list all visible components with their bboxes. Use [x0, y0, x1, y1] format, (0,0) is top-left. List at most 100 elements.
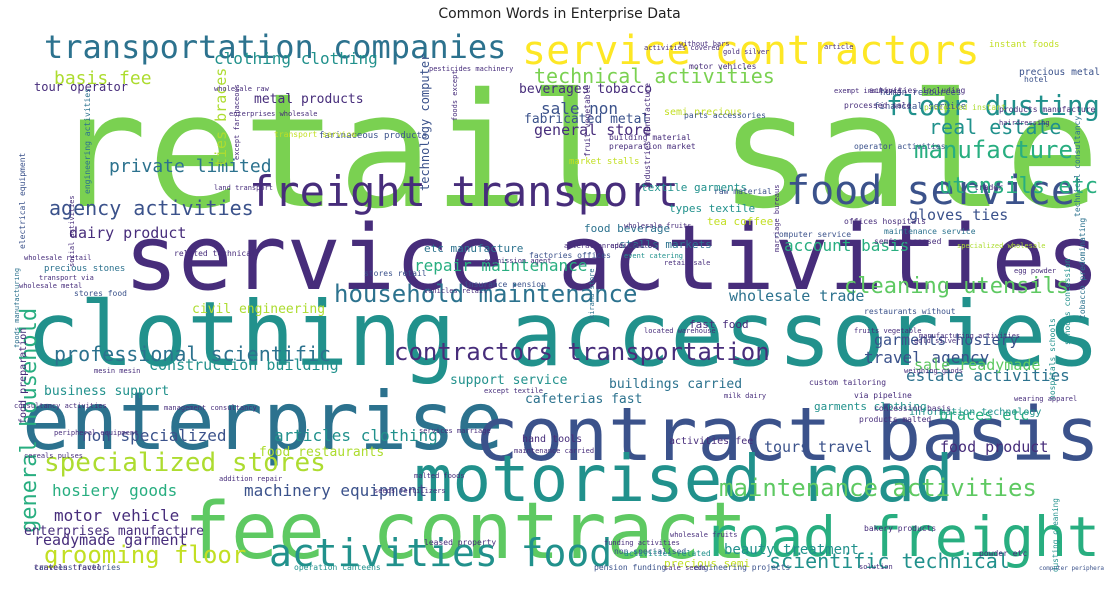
cloud-word: vehicles retail: [424, 287, 488, 295]
cloud-word: egg powder: [1014, 267, 1057, 275]
cloud-word: estate activities: [906, 366, 1070, 385]
cloud-word: tea coffee: [707, 215, 774, 228]
cloud-word: trader: [974, 183, 1003, 192]
cloud-word: instant foods: [989, 40, 1060, 50]
cloud-word: custom tailoring: [809, 378, 887, 387]
cloud-word: wholesale fruits: [670, 531, 738, 539]
cloud-word: grooming floor: [44, 541, 247, 569]
cloud-word: tour operator: [34, 80, 128, 94]
cloud-word: powder etc: [979, 549, 1028, 558]
cloud-word: products malted: [859, 415, 932, 424]
cloud-word: private limited: [109, 156, 272, 177]
cloud-word: motorised road: [414, 443, 954, 517]
cloud-word: marriage bureaus: [773, 184, 781, 253]
cloud-word: retail sale: [52, 60, 1101, 244]
cloud-word: activities including: [869, 86, 966, 95]
cloud-word: market stalls: [569, 157, 640, 167]
cloud-word: business support: [44, 384, 170, 399]
cloud-word: activities related: [624, 549, 711, 558]
cloud-word: garments hosiery: [874, 331, 1019, 349]
word-cloud: retail sale service activities clothing ac…: [14, 28, 1104, 574]
cloud-word: technical consultancy: [1073, 115, 1082, 218]
cloud-word: engineering activities: [83, 87, 92, 194]
cloud-word: wearing apparel: [1014, 395, 1078, 403]
cloud-word: information technology: [909, 407, 1042, 418]
cloud-word: funding activities: [604, 539, 680, 547]
cloud-word: industries manufacture: [643, 82, 652, 189]
cloud-word: activities food: [269, 531, 613, 574]
cloud-word: weighing goods: [904, 367, 964, 375]
cloud-word: dusting cleaning: [1051, 498, 1060, 572]
cloud-word: sale non: [541, 99, 619, 118]
cloud-word: textile garments: [641, 181, 747, 194]
cloud-word: transportation companies: [44, 28, 507, 66]
cloud-title: Common Words in Enterprise Data: [438, 6, 681, 22]
cloud-word: basis fee: [54, 68, 152, 89]
cloud-word: real estate: [929, 115, 1062, 139]
cloud-word: gold silver: [723, 48, 770, 56]
cloud-word: braces etc: [939, 406, 1030, 424]
cloud-word: fee contract: [184, 487, 748, 574]
cloud-word: contract basis: [474, 391, 1100, 478]
cloud-word: metal products: [254, 92, 364, 107]
cloud-word: exempt insurance: [834, 87, 902, 95]
cloud-word: bakery products: [864, 524, 937, 533]
cloud-word: stores retail: [364, 269, 427, 278]
cloud-word: consultancy activities: [14, 402, 107, 410]
cloud-word: hand tools: [522, 434, 583, 445]
cloud-word: manufacture: [914, 136, 1073, 164]
cloud-word: operator activities: [854, 142, 946, 151]
cloud-word: maintenance service: [884, 227, 976, 236]
cloud-word: ties braces: [212, 67, 230, 168]
cloud-word: sale seeds: [664, 564, 707, 572]
cloud-word: related technical: [174, 249, 256, 258]
cloud-word: account basis: [784, 236, 910, 255]
cloud-word: article: [824, 43, 854, 51]
cloud-word: farinaceous products: [319, 131, 428, 141]
cloud-word: pesticides machinery: [429, 65, 514, 73]
cloud-word: management consultancy: [164, 404, 257, 412]
cloud-word: travel agency: [864, 348, 990, 367]
cloud-word: maintenance carried: [514, 447, 595, 455]
cloud-word: food restaurants: [259, 445, 385, 460]
cloud-word: land transport: [214, 184, 274, 192]
cloud-word: concession basis: [874, 404, 952, 413]
cloud-word: offices hospitals: [844, 217, 926, 226]
cloud-word: readymade garment: [34, 531, 188, 549]
cloud-word: hospitals schools: [1048, 317, 1057, 400]
cloud-word: sale readymade: [914, 356, 1041, 374]
cloud-word: garments clothing: [814, 400, 927, 413]
cloud-word: etc manufacture: [424, 242, 524, 255]
cloud-word: seeds fertilizers: [374, 487, 446, 495]
cloud-word: machinery equipment: [244, 481, 428, 500]
cloud-word: motor vehicle: [54, 506, 180, 525]
cloud-word: insurance pension: [464, 280, 546, 289]
cloud-word: food product: [940, 438, 1049, 456]
cloud-word: building material: [609, 133, 691, 142]
cloud-word: via pipeline: [854, 391, 912, 400]
cloud-word: motor vehicles: [689, 62, 757, 71]
cloud-word: food beverage: [584, 222, 671, 235]
cloud-word: pension funding: [594, 563, 667, 572]
cloud-word: solution: [859, 563, 893, 571]
cloud-word: specialized wholesale: [957, 242, 1046, 250]
cloud-word: manufacturing activities: [919, 332, 1021, 340]
cloud-word: precious semi: [664, 557, 751, 570]
cloud-word: food service: [786, 168, 1075, 214]
cloud-word: processed sale: [844, 101, 912, 110]
cloud-word: clothing clothing: [214, 49, 378, 68]
cloud-word: activities covered: [644, 44, 720, 52]
cloud-word: dairy product: [69, 224, 187, 242]
cloud-word: tobacco predominating: [1078, 217, 1087, 320]
cloud-word: canteens factories: [34, 563, 121, 572]
cloud-word: commission agent: [484, 257, 552, 265]
cloud-word: financial service: [874, 102, 967, 112]
cloud-word: milk dairy: [724, 392, 767, 400]
cloud-word: wholesale metal: [19, 282, 83, 290]
cloud-word: hairdressing: [999, 119, 1050, 127]
cloud-word: foods except: [451, 69, 459, 121]
cloud-word: services marriage: [419, 427, 491, 435]
cloud-word: processed instant: [924, 103, 1006, 112]
cloud-word: activities fee: [669, 436, 754, 447]
cloud-word: repair motor: [606, 242, 657, 250]
